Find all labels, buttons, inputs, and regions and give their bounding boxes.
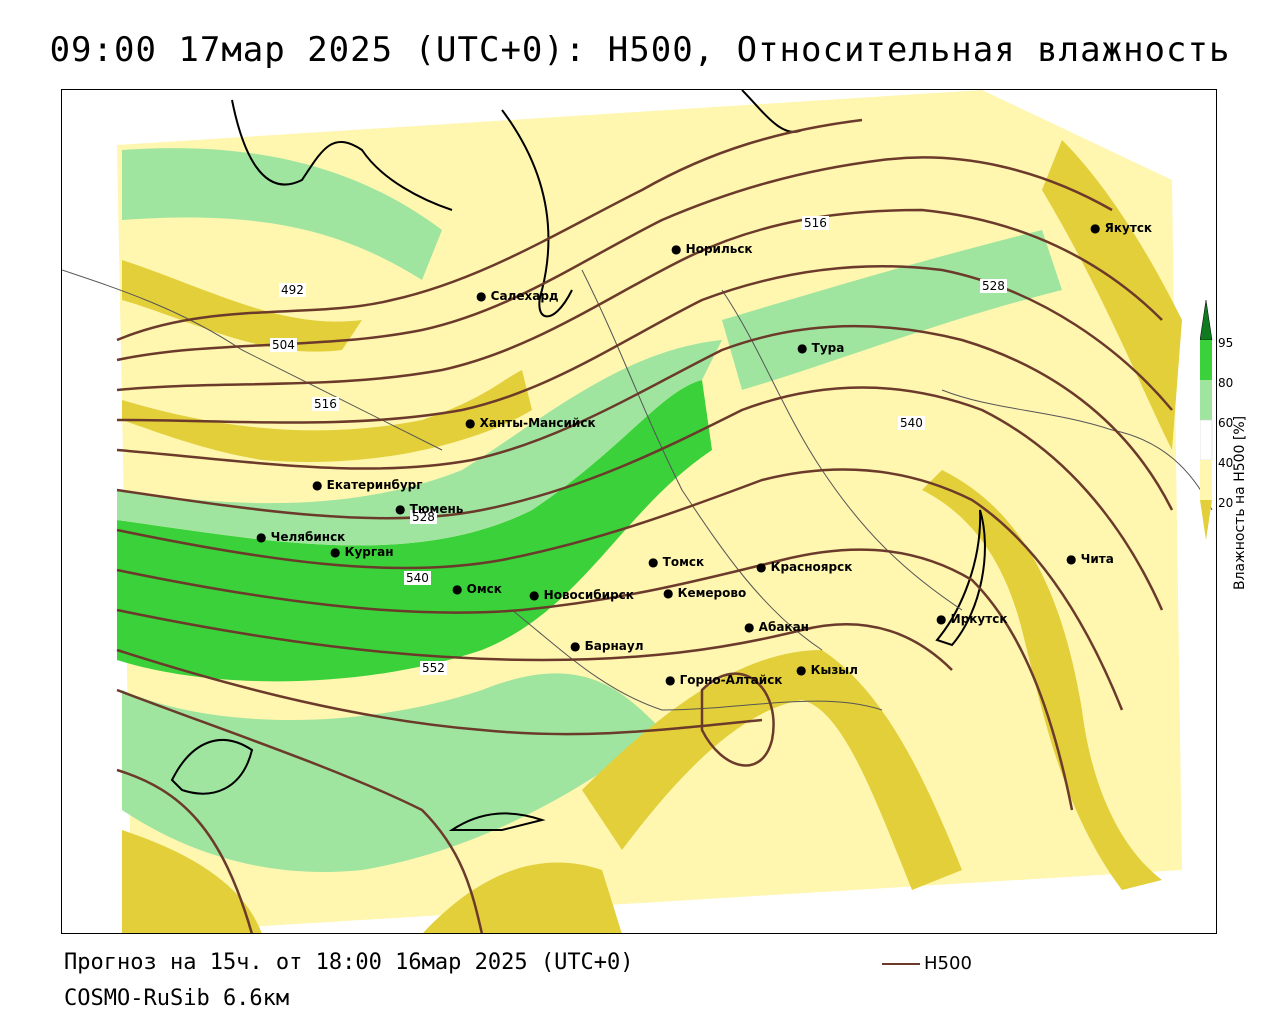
city-marker: ● Красноярск <box>756 560 853 574</box>
city-label: Челябинск <box>270 530 346 544</box>
city-marker: ● Тюмень <box>395 502 464 516</box>
city-label: Новосибирск <box>543 588 634 602</box>
city-label: Кемерово <box>677 586 747 600</box>
city-marker: ● Екатеринбург <box>312 478 423 492</box>
city-label: Барнаул <box>584 639 644 653</box>
city-label: Чита <box>1080 552 1114 566</box>
city-label: Тура <box>811 341 845 355</box>
contour-label: 516 <box>312 397 339 411</box>
city-label: Екатеринбург <box>326 478 423 492</box>
city-marker: ● Норильск <box>671 242 753 256</box>
city-label: Тюмень <box>409 502 464 516</box>
city-label: Норильск <box>685 242 753 256</box>
contour-label: 540 <box>898 416 925 430</box>
h500-legend-line <box>882 963 920 965</box>
colorbar-cap <box>1200 300 1213 341</box>
city-marker: ● Якутск <box>1090 221 1153 235</box>
colorbar-tick: 80 <box>1218 376 1234 390</box>
city-label: Иркутск <box>950 612 1008 626</box>
contour-label: 528 <box>410 510 437 524</box>
city-marker: ● Томск <box>648 555 705 569</box>
humidity-colorbar <box>1200 300 1213 540</box>
h500-legend-label: H500 <box>924 953 972 974</box>
contour-label: 504 <box>270 338 297 352</box>
city-label: Якутск <box>1104 221 1153 235</box>
contour-label: 552 <box>420 661 447 675</box>
city-label: Кызыл <box>810 663 858 677</box>
city-label: Омск <box>466 582 502 596</box>
city-marker: ● Барнаул <box>570 639 644 653</box>
map-title: 09:00 17мар 2025 (UTC+0): H500, Относите… <box>49 30 1231 70</box>
city-label: Красноярск <box>770 560 853 574</box>
city-marker: ● Иркутск <box>936 612 1008 626</box>
contour-label: 540 <box>404 571 431 585</box>
city-marker: ● Ханты-Мансийск <box>465 416 596 430</box>
contour-label: 516 <box>802 216 829 230</box>
city-label: Ханты-Мансийск <box>479 416 596 430</box>
city-marker: ● Курган <box>330 545 394 559</box>
coastline <box>170 90 986 831</box>
forecast-info: Прогноз на 15ч. от 18:00 16мар 2025 (UTC… <box>64 950 634 975</box>
city-marker: ● Горно-Алтайск <box>665 673 783 687</box>
model-name: COSMO-RuSib 6.6км <box>64 986 290 1011</box>
city-marker: ● Омск <box>452 582 502 596</box>
weather-map <box>62 90 1217 934</box>
colorbar-tick: 95 <box>1218 336 1234 350</box>
city-label: Томск <box>662 555 705 569</box>
colorbar-band <box>1200 419 1213 461</box>
contour-label: 492 <box>279 283 306 297</box>
colorbar-cap <box>1200 500 1212 540</box>
city-label: Абакан <box>758 620 809 634</box>
colorbar-tick: 60 <box>1218 416 1234 430</box>
city-label: Горно-Алтайск <box>679 673 783 687</box>
city-marker: ● Абакан <box>744 620 809 634</box>
city-marker: ● Челябинск <box>256 530 346 544</box>
city-marker: ● Новосибирск <box>529 588 634 602</box>
city-label: Курган <box>344 545 394 559</box>
colorbar-tick: 20 <box>1218 496 1234 510</box>
colorbar-band <box>1200 340 1212 380</box>
colorbar-title: Влажность на H500 [%] <box>1232 415 1248 590</box>
city-label: Салехард <box>490 289 559 303</box>
city-marker: ● Салехард <box>476 289 559 303</box>
colorbar-band <box>1200 380 1212 420</box>
city-marker: ● Тура <box>797 341 845 355</box>
city-marker: ● Кемерово <box>663 586 747 600</box>
city-marker: ● Чита <box>1066 552 1114 566</box>
colorbar-band <box>1200 460 1212 500</box>
city-marker: ● Кызыл <box>796 663 858 677</box>
colorbar-tick: 40 <box>1218 456 1234 470</box>
contour-label: 528 <box>980 279 1007 293</box>
h500-contours <box>116 118 1174 934</box>
